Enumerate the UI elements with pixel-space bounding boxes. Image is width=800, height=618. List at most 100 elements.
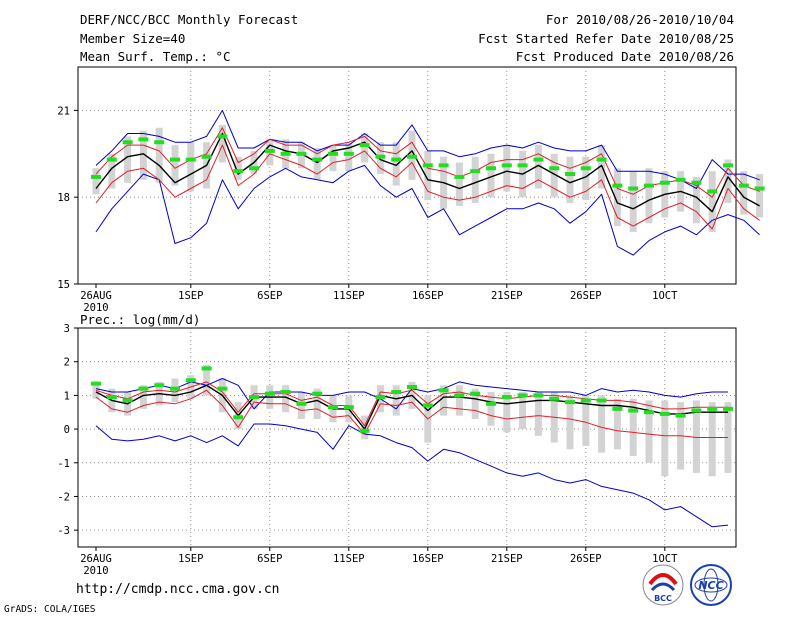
member-marker bbox=[691, 408, 702, 413]
member-marker bbox=[391, 157, 402, 162]
ensemble-box bbox=[503, 392, 511, 433]
member-marker bbox=[612, 183, 623, 188]
x-tick-label: 26AUG bbox=[80, 290, 112, 302]
y-tick-label: 15 bbox=[57, 279, 70, 291]
plot-frame bbox=[77, 66, 737, 285]
x-tick-label: 16SEP bbox=[412, 290, 444, 302]
ensemble-box bbox=[92, 168, 100, 195]
member-marker bbox=[565, 400, 575, 405]
member-marker bbox=[249, 166, 259, 171]
ensemble-box bbox=[645, 400, 653, 463]
member-marker bbox=[438, 163, 449, 168]
member-marker bbox=[675, 177, 686, 182]
member-marker bbox=[185, 378, 196, 383]
ensemble-mean-line bbox=[95, 384, 728, 430]
ensemble-box bbox=[598, 395, 606, 453]
member-marker bbox=[565, 172, 575, 177]
ensemble-box bbox=[155, 127, 163, 183]
member-marker bbox=[533, 393, 544, 398]
ensemble-box bbox=[582, 395, 590, 446]
y-tick-label: -3 bbox=[57, 525, 70, 537]
x-tick-label: 26AUG bbox=[80, 553, 112, 565]
ensemble-box bbox=[139, 385, 147, 409]
member-marker bbox=[154, 383, 165, 388]
member-marker bbox=[233, 415, 244, 420]
member-marker bbox=[312, 157, 323, 162]
member-marker bbox=[233, 169, 244, 174]
ensemble-box bbox=[108, 153, 116, 189]
ensemble-box bbox=[629, 398, 637, 457]
y-tick-label: 2 bbox=[64, 357, 70, 369]
member-marker bbox=[106, 157, 117, 162]
x-tick-label: 11SEP bbox=[333, 553, 365, 565]
member-marker bbox=[596, 157, 607, 162]
panel-precipitation: 26AUG 1SEP 6SEP 11SEP 16SEP 21SEP 26SEP 1OCT201… bbox=[57, 323, 737, 577]
member-marker bbox=[517, 163, 528, 168]
member-marker bbox=[106, 395, 117, 400]
y-tick-label: -2 bbox=[57, 491, 70, 503]
member-marker bbox=[517, 393, 528, 398]
ensemble-box bbox=[455, 385, 463, 416]
member-marker bbox=[296, 401, 307, 406]
member-marker bbox=[264, 148, 275, 153]
member-marker bbox=[217, 386, 228, 391]
member-marker bbox=[549, 396, 560, 401]
forecast-period: For 2010/08/26-2010/10/04 bbox=[545, 12, 734, 27]
member-marker bbox=[659, 411, 670, 416]
series-line-max bbox=[95, 164, 760, 256]
spread-lower-line bbox=[95, 389, 728, 438]
y-tick-label: 0 bbox=[64, 424, 70, 436]
ensemble-box bbox=[692, 400, 700, 473]
member-marker bbox=[691, 180, 702, 185]
member-marker bbox=[154, 140, 165, 145]
member-marker bbox=[580, 398, 591, 403]
member-marker bbox=[470, 169, 481, 174]
panel-temperature: 26AUG 1SEP 6SEP 11SEP 16SEP 21SEP 26SEP 1OCT 201… bbox=[57, 66, 765, 314]
member-marker bbox=[391, 390, 402, 395]
ensemble-box bbox=[392, 142, 400, 186]
member-marker bbox=[533, 157, 544, 162]
chart-title: DERF/NCC/BCC Monthly Forecast bbox=[80, 12, 299, 27]
member-marker bbox=[312, 391, 323, 396]
member-marker bbox=[644, 183, 654, 188]
ensemble-box bbox=[756, 174, 764, 218]
ensemble-box bbox=[313, 148, 321, 180]
member-marker bbox=[375, 154, 386, 159]
ensemble-box bbox=[361, 415, 369, 440]
ensemble-box bbox=[566, 395, 574, 450]
forecast-produced-date: Fcst Produced Date 2010/08/26 bbox=[515, 49, 734, 64]
member-marker bbox=[249, 395, 259, 400]
member-marker bbox=[359, 428, 370, 433]
ensemble-box bbox=[392, 385, 400, 416]
x-tick-label: 6SEP bbox=[257, 553, 282, 565]
ensemble-box bbox=[124, 136, 132, 183]
plot-frame bbox=[77, 327, 737, 548]
member-marker bbox=[454, 174, 465, 179]
member-marker bbox=[549, 166, 560, 171]
x-tick-label: 1OCT bbox=[652, 290, 678, 302]
member-marker bbox=[754, 186, 765, 191]
member-marker bbox=[296, 151, 307, 156]
ensemble-box bbox=[187, 142, 195, 192]
x-tick-label: 11SEP bbox=[333, 290, 365, 302]
x-tick-label: 1SEP bbox=[178, 553, 203, 565]
ensemble-box bbox=[487, 153, 495, 198]
member-marker bbox=[264, 391, 275, 396]
ensemble-box bbox=[471, 388, 479, 419]
x-tick-label: 1OCT bbox=[652, 553, 678, 565]
member-marker bbox=[328, 151, 338, 156]
ensemble-box bbox=[724, 159, 732, 203]
ensemble-box bbox=[139, 130, 147, 180]
ensemble-box bbox=[629, 171, 637, 232]
series-line-min bbox=[95, 423, 729, 528]
ensemble-box bbox=[218, 124, 226, 163]
member-marker bbox=[486, 166, 496, 171]
spread-upper-line bbox=[95, 381, 728, 427]
ensemble-box bbox=[345, 142, 353, 172]
source-url[interactable]: http://cmdp.ncc.cma.gov.cn bbox=[76, 582, 280, 597]
member-marker bbox=[343, 151, 354, 156]
ensemble-box bbox=[361, 133, 369, 163]
x-year-label: 2010 bbox=[83, 565, 108, 577]
grads-credit: GrADS: COLA/IGES bbox=[4, 604, 96, 615]
